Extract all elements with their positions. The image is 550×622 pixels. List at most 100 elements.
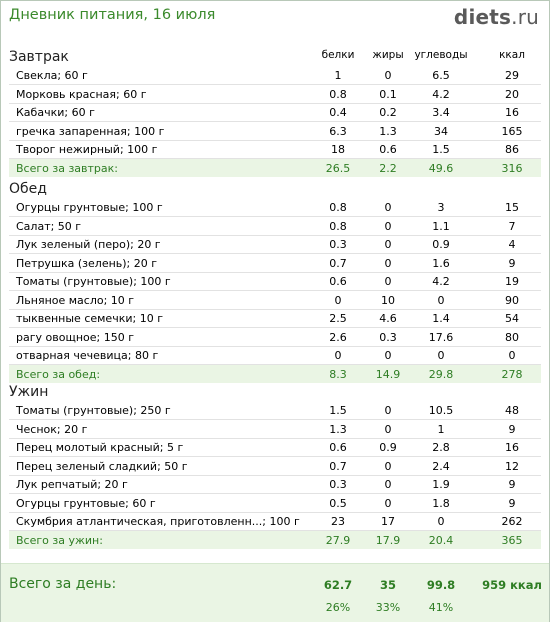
meal-section-title: Ужин [9,384,49,400]
day-total-carbs: 99.8 [426,578,456,592]
day-total-protein: 62.7 [323,578,353,592]
food-fat: 4.6 [379,312,397,325]
food-carbs: 2.8 [432,441,450,454]
food-kcal: 165 [501,124,523,138]
food-carbs: 1.5 [432,143,450,156]
meal-total-label: Всего за ужин: [16,533,103,547]
food-row: Огурцы грунтовые; 60 г 0.5 0 1.8 9 [9,494,541,513]
food-protein: 6.3 [329,124,347,138]
food-carbs: 1.1 [432,219,450,233]
food-fat: 0 [384,478,392,491]
column-header-protein: белки [321,49,355,61]
food-kcal: 19 [505,275,519,288]
column-header-fat: жиры [372,49,404,61]
food-name: гречка запаренная; 100 г [16,124,165,138]
food-row: тыквенные семечки; 10 г 2.5 4.6 1.4 54 [9,309,541,328]
food-kcal: 262 [501,515,523,528]
food-protein: 0.7 [329,256,347,270]
food-row: Томаты (грунтовые); 250 г 1.5 0 10.5 48 [9,401,541,420]
day-total-protein-percent: 26% [325,601,351,614]
food-kcal: 7 [508,219,516,233]
food-row: Лук репчатый; 20 г 0.3 0 1.9 9 [9,475,541,494]
food-carbs: 1 [437,422,445,436]
meal-total-carbs: 49.6 [428,161,454,175]
site-logo[interactable]: diets.ru [454,5,539,29]
food-name: Огурцы грунтовые; 60 г [16,496,156,510]
food-name: Чеснок; 20 г [16,422,88,436]
meal-section-title: Обед [9,181,47,197]
food-carbs: 1.6 [432,256,450,270]
food-fat: 0.3 [379,330,397,344]
food-protein: 0 [334,349,342,362]
logo-dot: . [511,5,518,29]
food-name: Огурцы грунтовые; 100 г [16,201,163,214]
meal-total-carbs: 29.8 [428,367,454,381]
meal-total-fat: 2.2 [379,161,397,175]
meal-total-kcal: 316 [501,161,523,175]
meal-total-kcal: 365 [501,533,523,547]
meal-total-kcal: 278 [501,367,523,381]
food-name: Петрушка (зелень); 20 г [16,256,158,270]
food-fat: 10 [381,293,395,307]
food-carbs: 1.4 [432,312,450,325]
food-fat: 17 [381,515,395,528]
food-kcal: 15 [505,201,519,214]
food-carbs: 0 [437,515,445,528]
food-fat: 0.1 [379,87,397,101]
food-carbs: 1.9 [432,478,450,491]
food-name: отварная чечевица; 80 г [16,349,159,362]
food-fat: 0 [384,275,392,288]
food-protein: 0.6 [329,275,347,288]
food-row: отварная чечевица; 80 г 0 0 0 0 [9,346,541,365]
food-fat: 0 [384,238,392,251]
meal-total-label: Всего за обед: [16,367,101,381]
day-total-label: Всего за день: [9,576,117,592]
food-kcal: 20 [505,87,519,101]
meal-section-title: Завтрак [9,49,69,65]
food-fat: 0 [384,219,392,233]
food-protein: 23 [331,515,345,528]
food-name: тыквенные семечки; 10 г [16,312,163,325]
logo-tld: ru [517,5,539,29]
column-header-kcal: ккал [499,49,525,61]
food-carbs: 3.4 [432,106,450,119]
food-protein: 0.4 [329,106,347,119]
food-kcal: 29 [505,69,519,82]
food-carbs: 4.2 [432,87,450,101]
day-total-kcal: 959 ккал [482,578,542,592]
food-name: Томаты (грунтовые); 100 г [16,275,171,288]
food-fat: 0 [384,349,392,362]
food-row: Петрушка (зелень); 20 г 0.7 0 1.6 9 [9,254,541,273]
food-name: Льняное масло; 10 г [16,293,135,307]
food-kcal: 16 [505,441,519,454]
food-fat: 0.9 [379,441,397,454]
day-total-fat-percent: 33% [375,601,401,614]
food-kcal: 16 [505,106,519,119]
food-protein: 1 [334,69,342,82]
meal-total-protein: 26.5 [325,161,351,175]
food-kcal: 48 [505,404,519,417]
food-name: Перец молотый красный; 5 г [16,441,184,454]
column-header-row: белки жиры углеводы ккал [1,47,549,65]
food-fat: 0 [384,496,392,510]
food-carbs: 0.9 [432,238,450,251]
meal-total-fat: 17.9 [375,533,401,547]
food-carbs: 4.2 [432,275,450,288]
food-name: Лук зеленый (перо); 20 г [16,238,161,251]
food-name: Скумбрия атлантическая, приготовленн...;… [16,515,300,528]
food-carbs: 2.4 [432,459,450,473]
food-carbs: 0 [437,293,445,307]
food-name: Морковь красная; 60 г [16,87,147,101]
food-name: Лук репчатый; 20 г [16,478,128,491]
food-kcal: 80 [505,330,519,344]
food-kcal: 9 [508,422,516,436]
meal-total-label: Всего за завтрак: [16,161,119,175]
meal-total-row: Всего за обед: 8.3 14.9 29.8 278 [9,364,541,383]
food-name: Творог нежирный; 100 г [16,143,158,156]
logo-main: diets [453,5,512,29]
food-row: Салат; 50 г 0.8 0 1.1 7 [9,217,541,236]
food-fat: 1.3 [379,124,397,138]
food-row: Творог нежирный; 100 г 18 0.6 1.5 86 [9,140,541,159]
food-fat: 0 [384,422,392,436]
